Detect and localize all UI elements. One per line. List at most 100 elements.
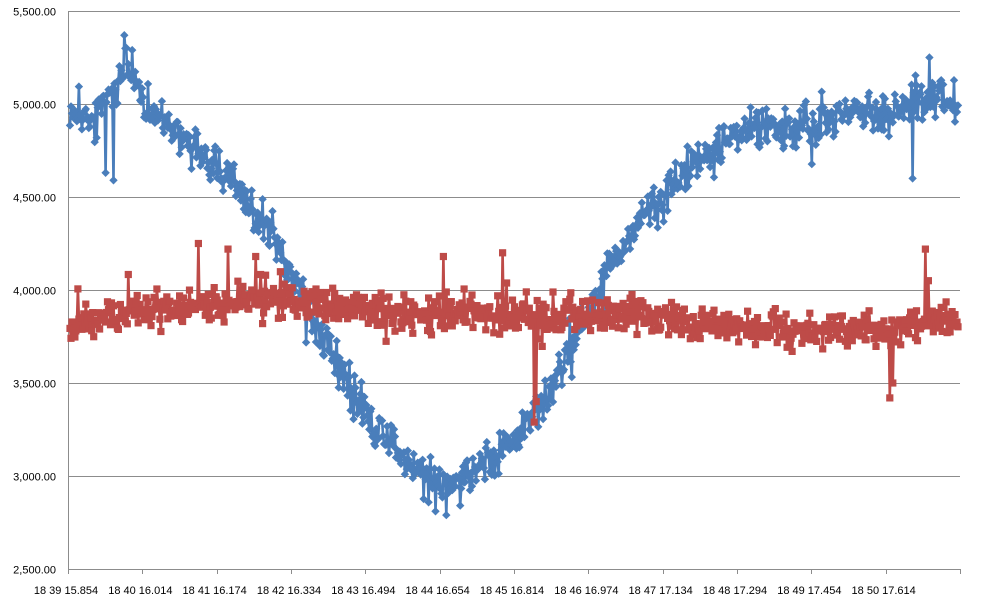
data-point [653, 223, 662, 232]
data-point [241, 291, 249, 299]
data-point [374, 296, 382, 305]
data-point [224, 245, 232, 253]
data-point [312, 285, 320, 293]
data-point [115, 62, 124, 71]
data-point [873, 323, 881, 331]
data-point [783, 343, 791, 351]
data-point [284, 284, 292, 292]
data-point [735, 338, 743, 346]
data-point [885, 330, 893, 338]
data-point [520, 432, 529, 442]
data-point [763, 137, 772, 146]
data-point [709, 173, 719, 182]
data-point [778, 333, 786, 341]
data-point [140, 316, 148, 324]
data-point [500, 310, 508, 318]
data-point [419, 494, 428, 504]
data-point [687, 147, 696, 156]
data-point [351, 383, 360, 392]
data-point [627, 308, 635, 316]
data-point [348, 391, 357, 400]
data-point [830, 313, 839, 321]
data-point [268, 207, 277, 216]
data-point [435, 465, 444, 474]
data-point [335, 315, 343, 323]
data-point [184, 309, 193, 317]
data-point [694, 140, 703, 149]
data-point [684, 314, 692, 322]
data-point [501, 324, 509, 332]
data-point [364, 417, 373, 426]
data-point [942, 298, 950, 306]
data-point [617, 256, 626, 266]
data-point [574, 320, 582, 328]
data-point [271, 298, 280, 306]
data-point [826, 313, 834, 321]
data-point [549, 288, 557, 296]
data-point [805, 136, 814, 146]
data-point [229, 160, 239, 169]
data-point [286, 262, 295, 271]
data-point [479, 463, 489, 473]
data-point [910, 317, 918, 325]
data-point [662, 176, 671, 185]
data-point [457, 484, 466, 493]
data-point [409, 449, 418, 459]
data-point [813, 337, 821, 345]
data-point [725, 139, 734, 149]
data-point [377, 289, 385, 297]
data-point [421, 475, 430, 484]
data-point [276, 248, 285, 258]
data-point [620, 246, 630, 255]
data-point [223, 306, 231, 314]
data-point [931, 313, 939, 321]
x-tick-label: 18 50 17.614 [852, 585, 916, 597]
data-point [918, 115, 927, 124]
data-point [630, 312, 638, 320]
data-point [889, 110, 898, 119]
data-point [308, 288, 316, 296]
data-point [593, 317, 602, 325]
data-point [144, 298, 152, 306]
data-point [746, 103, 755, 112]
data-point [136, 300, 144, 308]
data-point [277, 289, 285, 297]
data-point [861, 108, 871, 117]
data-point [925, 321, 933, 329]
data-point [343, 391, 352, 400]
data-point [666, 167, 675, 176]
data-point [134, 319, 142, 327]
data-point [93, 103, 102, 112]
data-point [509, 318, 518, 326]
data-point [325, 309, 333, 318]
data-point [537, 307, 545, 316]
data-point [802, 114, 812, 123]
data-point [897, 107, 906, 116]
data-point [756, 328, 764, 336]
data-point [438, 493, 447, 502]
data-point [431, 507, 440, 516]
data-point [386, 306, 394, 314]
data-point [565, 306, 573, 314]
x-tick-label: 18 39 15.854 [34, 585, 98, 597]
data-point [613, 259, 622, 268]
data-point [482, 437, 491, 447]
data-point [745, 328, 753, 336]
data-point [700, 140, 710, 149]
data-point [732, 324, 740, 332]
data-point [825, 118, 834, 127]
data-point [189, 141, 198, 150]
data-point [349, 414, 358, 424]
data-point [636, 313, 644, 321]
data-point [774, 128, 783, 137]
data-point [215, 167, 225, 176]
data-point [101, 168, 110, 177]
data-point [603, 296, 611, 304]
data-point [218, 299, 226, 307]
data-point [96, 100, 105, 109]
data-point [794, 133, 804, 142]
data-point [149, 102, 159, 111]
data-point [738, 133, 747, 143]
data-point [761, 134, 770, 143]
data-point [153, 285, 161, 293]
